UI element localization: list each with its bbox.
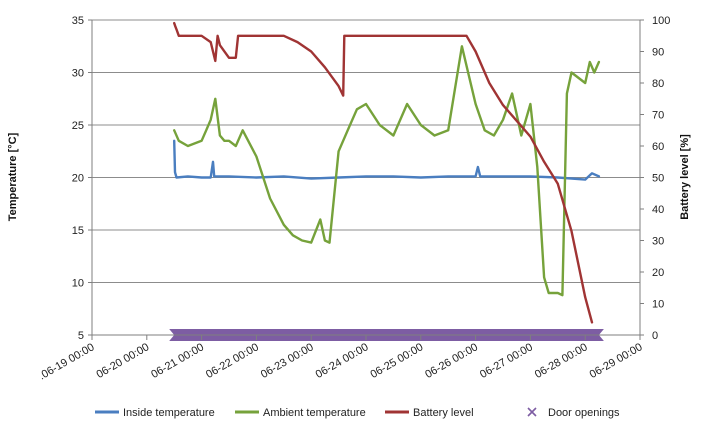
series-battery-level	[172, 21, 594, 324]
x-tick-label: 06-28 00:00	[533, 341, 590, 381]
x-tick-label: 06-25 00:00	[368, 341, 425, 381]
right-axis-title: Battery level [%]	[679, 134, 691, 220]
x-tick-label: .06-19 00:00	[37, 341, 97, 382]
x-tick-label: 06-23 00:00	[259, 341, 316, 381]
left-tick-label: 20	[72, 173, 84, 185]
right-tick-label: 20	[652, 267, 664, 279]
series-inside-temperature	[172, 139, 601, 181]
x-tick-label: 06-26 00:00	[423, 341, 480, 381]
legend-label: Door openings	[548, 407, 620, 419]
left-tick-label: 10	[72, 278, 84, 290]
x-tick-label: 06-24 00:00	[314, 341, 371, 381]
left-tick-label: 5	[78, 330, 84, 342]
right-tick-label: 100	[652, 15, 670, 27]
left-axis-title: Temperature [°C]	[7, 132, 19, 221]
right-tick-label: 10	[652, 299, 664, 311]
right-tick-label: 70	[652, 110, 664, 122]
legend-cross-icon	[527, 407, 537, 417]
series-ambient-temperature	[172, 45, 601, 297]
legend-label: Ambient temperature	[263, 407, 366, 419]
right-tick-label: 30	[652, 236, 664, 248]
x-tick-label: 06-21 00:00	[149, 341, 206, 381]
right-tick-label: 90	[652, 47, 664, 59]
legend: Inside temperature Ambient temperature Bat…	[95, 407, 620, 419]
right-tick-label: 40	[652, 204, 664, 216]
left-tick-label: 25	[72, 120, 84, 132]
x-tick-label: 06-27 00:00	[478, 341, 535, 381]
right-tick-label: 0	[652, 330, 658, 342]
left-tick-label: 30	[72, 68, 84, 80]
right-axis-ticks: 0 10 20 30 40 50 60 70 80 90 100	[640, 15, 670, 342]
series-layer	[172, 21, 601, 324]
legend-label: Battery level	[413, 407, 474, 419]
x-tick-label: 06-20 00:00	[94, 341, 151, 381]
x-tick-label: 06-22 00:00	[204, 341, 261, 381]
legend-label: Inside temperature	[123, 407, 215, 419]
right-tick-label: 60	[652, 141, 664, 153]
right-tick-label: 50	[652, 173, 664, 185]
left-tick-label: 35	[72, 15, 84, 27]
left-axis-ticks: 5 10 15 20 25 30 35	[72, 15, 92, 342]
left-tick-label: 15	[72, 225, 84, 237]
right-tick-label: 80	[652, 78, 664, 90]
x-tick-label: 06-29 00:00	[588, 341, 645, 381]
